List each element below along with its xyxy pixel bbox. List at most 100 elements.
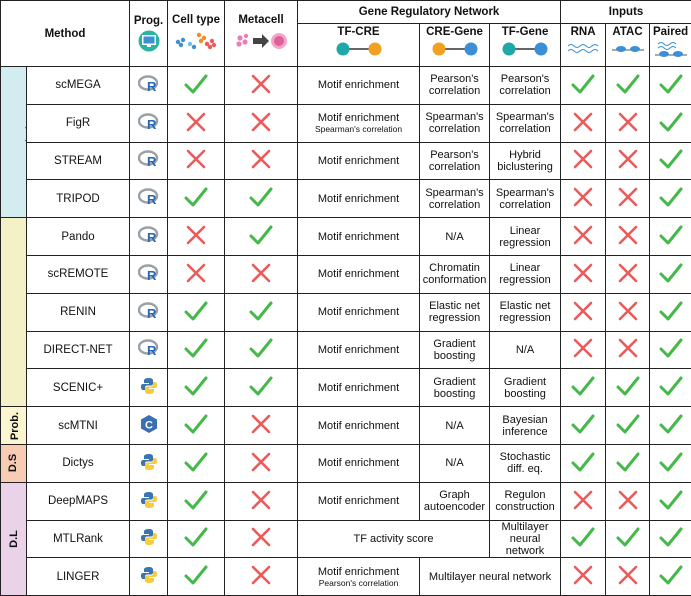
cre-gene-cell: Pearson's correlation	[420, 67, 490, 105]
tf-cre-cell: Motif enrichment	[298, 255, 420, 293]
atac-cell	[606, 218, 650, 256]
tf-cre-cell-subtext: Spearman's correlation	[298, 124, 419, 134]
prog-cell: R	[130, 255, 168, 293]
prog-header-label: Prog.	[130, 15, 167, 27]
rna-cell	[561, 444, 606, 482]
category-label: D.L	[1, 482, 27, 595]
method-name: TRIPOD	[27, 180, 130, 218]
cell-type-check-icon	[184, 300, 208, 322]
prog-cell: R	[130, 104, 168, 142]
prog-cell: R	[130, 293, 168, 331]
category-label: Correlation	[1, 67, 27, 218]
tf-gene-cell-text: N/A	[516, 344, 534, 356]
paired-header: Paired	[650, 24, 691, 67]
category-label: Regression	[1, 218, 27, 407]
metacell-cross-icon	[249, 262, 273, 284]
atac-cross-icon	[616, 224, 640, 246]
method-name: RENIN	[27, 293, 130, 331]
cell-type-cell	[168, 142, 225, 180]
rna-cell	[561, 255, 606, 293]
tf-gene-cell: Linear regression	[490, 218, 561, 256]
tf-gene-cell: Bayesian inference	[490, 407, 561, 445]
cell-type-cell	[168, 293, 225, 331]
tf-gene-cell-text: Hybrid biclustering	[497, 149, 553, 173]
rna-cell	[561, 293, 606, 331]
cell-type-cell	[168, 104, 225, 142]
tf-gene-cell: N/A	[490, 331, 561, 369]
cre-gene-cell-text: Graph autoencoder	[424, 489, 485, 513]
rna-check-icon	[571, 73, 595, 95]
paired-check-icon	[659, 375, 683, 397]
metacell-cell	[225, 331, 298, 369]
cell-type-check-icon	[184, 526, 208, 548]
metacell-cross-icon	[249, 564, 273, 586]
rna-cross-icon	[571, 564, 595, 586]
method-name: Pando	[27, 218, 130, 256]
paired-cell	[650, 444, 691, 482]
tf-cre-cell: Motif enrichment	[298, 180, 420, 218]
tf-cre-cell-text: Motif enrichment	[318, 306, 399, 318]
method-name: Dictys	[27, 444, 130, 482]
metacell-cell	[225, 407, 298, 445]
cre-gene-cell-text: Chromatin conformation	[423, 262, 487, 286]
tf-cre-cell: Motif enrichment	[298, 331, 420, 369]
tf-cre-cell-text: Motif enrichment	[318, 112, 399, 124]
tf-cre-cell-text: Motif enrichment	[318, 193, 399, 205]
atac-check-icon	[616, 413, 640, 435]
prog-cell: R	[130, 180, 168, 218]
metacell-cell	[225, 104, 298, 142]
python-icon	[140, 453, 158, 471]
prog-cell: R	[130, 67, 168, 105]
tf-cre-cell-text: Motif enrichment	[318, 268, 399, 280]
tf-gene-cell: Pearson's correlation	[490, 67, 561, 105]
tf-gene-cell-text: Stochastic diff. eq.	[500, 451, 551, 475]
tf-gene-cell: Linear regression	[490, 255, 561, 293]
r-icon: R	[138, 113, 160, 131]
tf-gene-cell-text: Regulon construction	[495, 489, 554, 513]
metacell-cross-icon	[249, 489, 273, 511]
paired-check-icon	[659, 451, 683, 473]
atac-cross-icon	[616, 111, 640, 133]
cre-gene-cell: Spearman's correlation	[420, 104, 490, 142]
cell-type-cell	[168, 331, 225, 369]
table-row: TRIPOD R Motif enrichment Spearman's correl…	[1, 180, 691, 218]
metacell-check-icon	[249, 300, 273, 322]
cell-type-check-icon	[184, 186, 208, 208]
cell-type-cell	[168, 520, 225, 558]
prog-cell: R	[130, 331, 168, 369]
cre-gene-header: CRE-Gene	[420, 24, 490, 67]
atac-check-icon	[616, 73, 640, 95]
cre-gene-cell: Multilayer neural network	[420, 558, 561, 596]
atac-cross-icon	[616, 337, 640, 359]
cell-type-cell	[168, 255, 225, 293]
tf-cre-cell: Motif enrichment	[298, 67, 420, 105]
method-comparison-table-container: Method Prog. Cell type	[0, 0, 691, 545]
paired-header-label: Paired	[650, 26, 691, 38]
atac-cell	[606, 67, 650, 105]
paired-check-icon	[659, 300, 683, 322]
paired-check-icon	[659, 413, 683, 435]
paired-check-icon	[659, 526, 683, 548]
svg-text:R: R	[147, 117, 157, 131]
paired-check-icon	[659, 489, 683, 511]
python-icon	[140, 528, 158, 546]
metacell-check-icon	[249, 375, 273, 397]
r-icon: R	[138, 188, 160, 206]
tf-cre-cell: Motif enrichment	[298, 218, 420, 256]
prog-cell: R	[130, 218, 168, 256]
atac-cross-icon	[616, 489, 640, 511]
python-icon	[140, 491, 158, 509]
tf-cre-cell: Motif enrichment	[298, 293, 420, 331]
tf-cre-cell: Motif enrichment	[298, 407, 420, 445]
atac-cross-icon	[616, 564, 640, 586]
metacell-cell	[225, 369, 298, 407]
cre-gene-cell: Spearman's correlation	[420, 180, 490, 218]
cre-gene-cell-text: N/A	[445, 420, 463, 432]
